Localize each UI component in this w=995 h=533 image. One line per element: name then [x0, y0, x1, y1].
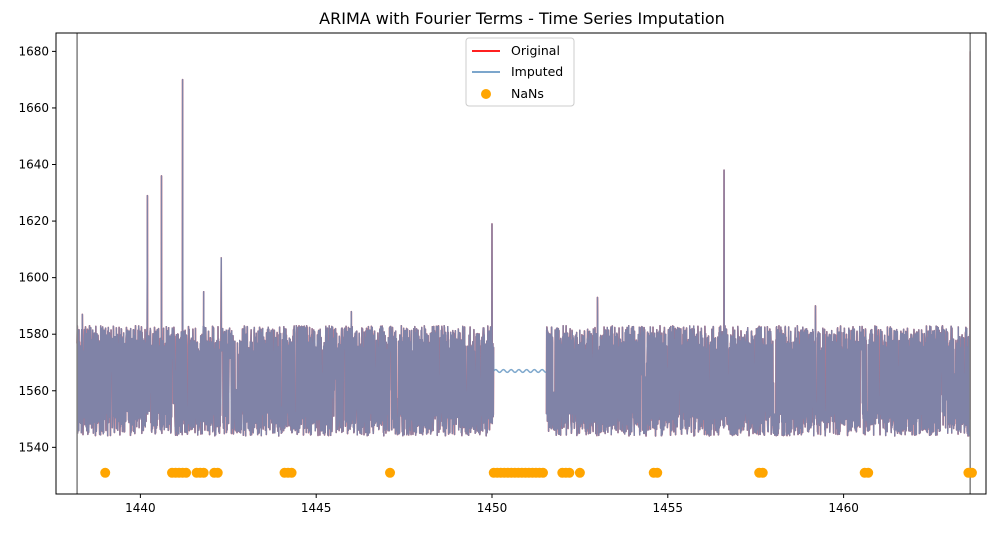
legend-label-original: Original — [511, 43, 560, 58]
x-tick-label: 1445 — [301, 501, 332, 515]
nan-marker — [537, 467, 548, 478]
x-tick-label: 1450 — [477, 501, 508, 515]
nan-marker — [212, 467, 223, 478]
nan-marker — [757, 467, 768, 478]
x-tick-label: 1455 — [653, 501, 684, 515]
x-tick-label: 1440 — [125, 501, 156, 515]
y-tick-label: 1600 — [18, 271, 49, 285]
nan-marker — [564, 467, 575, 478]
legend-label-imputed: Imputed — [511, 64, 563, 79]
nan-marker — [100, 467, 111, 478]
nan-marker — [198, 467, 209, 478]
axes: 1440 1445 1450 1455 1460 1540 1560 1580 1600 1620… — [18, 32, 987, 515]
nan-marker — [385, 467, 396, 478]
legend-frame — [465, 37, 575, 107]
y-tick-label: 1560 — [18, 384, 49, 398]
y-tick-label: 1680 — [18, 44, 49, 58]
series-imputed-line — [76, 51, 971, 437]
axes-frame — [55, 32, 987, 495]
x-tick-label: 1460 — [828, 501, 859, 515]
nan-marker — [574, 467, 585, 478]
y-tick-label: 1580 — [18, 327, 49, 341]
nan-marker — [966, 467, 977, 478]
legend-swatch-nans — [481, 89, 491, 99]
legend: Original Imputed NaNs — [465, 37, 575, 107]
plot-content — [76, 33, 977, 494]
y-tick-label: 1540 — [18, 440, 49, 454]
nan-marker — [286, 467, 297, 478]
chart-title: ARIMA with Fourier Terms - Time Series I… — [319, 9, 725, 28]
nan-marker — [181, 467, 192, 478]
y-tick-label: 1620 — [18, 214, 49, 228]
nan-marker — [652, 467, 663, 478]
y-tick-label: 1660 — [18, 101, 49, 115]
legend-label-nans: NaNs — [511, 86, 544, 101]
nan-marker — [863, 467, 874, 478]
y-tick-label: 1640 — [18, 158, 49, 172]
